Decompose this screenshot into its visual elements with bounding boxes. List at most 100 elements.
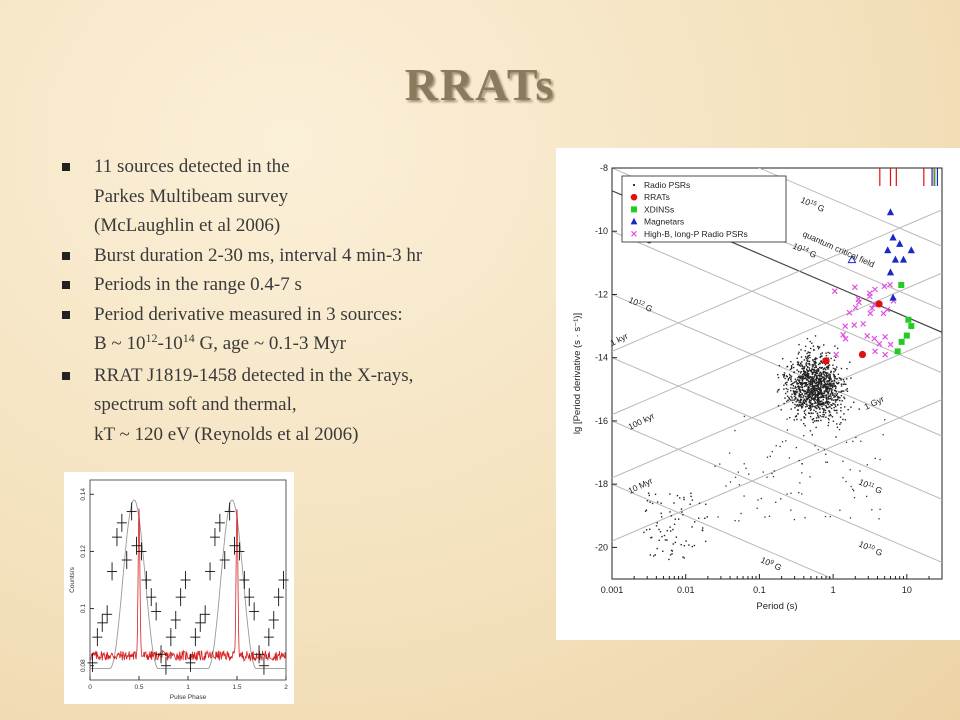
radio-psr-point: [813, 376, 815, 379]
radio-psr-point: [795, 380, 797, 382]
radio-psr-point: [799, 482, 801, 484]
millisecond-psr-point: [691, 545, 693, 548]
high-b-psr-point: [872, 348, 878, 355]
radio-psr-point: [784, 397, 786, 399]
high-b-psr-point: [882, 334, 889, 340]
radio-psr-point: [825, 416, 827, 418]
radio-psr-point: [812, 421, 814, 424]
radio-psr-point: [756, 507, 758, 509]
radio-psr-point: [829, 413, 832, 416]
radio-psr-point: [815, 362, 817, 364]
high-b-psr-point: [881, 283, 888, 290]
bullet-item: Period derivative measured in 3 sources:: [62, 300, 542, 330]
magnetar-point: [907, 246, 915, 254]
radio-psr-point: [826, 376, 828, 378]
radio-psr-point: [828, 382, 831, 384]
millisecond-psr-point: [656, 522, 658, 524]
radio-psr-point: [832, 382, 834, 385]
radio-psr-point: [821, 366, 823, 369]
radio-psr-point: [807, 394, 809, 396]
radio-psr-point: [826, 400, 828, 402]
radio-psr-point: [805, 364, 808, 367]
y-tick-label: -20: [595, 542, 608, 552]
radio-psr-point: [826, 380, 828, 383]
radio-psr-point: [834, 395, 837, 398]
radio-psr-point: [805, 397, 808, 400]
radio-psr-point: [828, 395, 831, 397]
millisecond-psr-point: [681, 511, 683, 513]
radio-psr-point: [809, 381, 812, 384]
radio-psr-point: [786, 381, 788, 383]
radio-psr-point: [790, 395, 792, 398]
radio-psr-point: [814, 394, 817, 397]
radio-psr-point: [866, 464, 868, 466]
radio-psr-point: [820, 419, 822, 422]
radio-psr-point: [817, 363, 820, 366]
radio-psr-point: [808, 367, 811, 369]
radio-psr-point: [796, 409, 799, 411]
radio-psr-point: [803, 389, 805, 392]
radio-psr-point: [816, 402, 819, 404]
millisecond-psr-point: [647, 492, 650, 494]
radio-psr-point: [814, 382, 816, 385]
xdins-point: [898, 338, 905, 345]
radio-psr-point: [807, 357, 809, 360]
radio-psr-point: [806, 371, 808, 373]
radio-psr-point: [829, 380, 831, 382]
radio-psr-point: [798, 404, 800, 407]
radio-psr-point: [826, 388, 828, 391]
millisecond-psr-point: [704, 517, 706, 519]
radio-psr-point: [803, 398, 806, 400]
radio-psr-point: [823, 384, 825, 386]
radio-psr-point: [803, 416, 805, 418]
radio-psr-point: [815, 394, 818, 396]
radio-psr-point: [797, 398, 799, 401]
radio-psr-point: [818, 382, 821, 384]
radio-psr-point: [743, 415, 745, 418]
high-b-psr-point: [831, 288, 838, 295]
radio-psr-point: [808, 393, 811, 396]
radio-psr-point: [801, 406, 804, 408]
radio-psr-point: [818, 377, 821, 379]
radio-psr-point: [850, 377, 852, 379]
radio-psr-point: [811, 387, 813, 390]
radio-psr-point: [820, 374, 822, 376]
radio-psr-point: [839, 509, 841, 511]
radio-psr-point: [802, 396, 804, 399]
radio-psr-point: [786, 395, 789, 397]
radio-psr-point: [826, 461, 829, 463]
radio-psr-point: [819, 401, 822, 403]
radio-psr-point: [803, 369, 805, 372]
radio-psr-point: [819, 366, 821, 369]
radio-psr-point: [793, 392, 795, 394]
radio-psr-point: [830, 385, 832, 387]
radio-psr-point: [834, 377, 836, 380]
magnetar-point: [891, 255, 900, 263]
radio-psr-point: [790, 383, 793, 386]
millisecond-psr-point: [682, 513, 684, 516]
radio-psr-point: [734, 429, 736, 432]
radio-psr-point: [827, 401, 829, 403]
radio-psr-point: [817, 388, 820, 390]
radio-psr-point: [817, 368, 820, 370]
radio-psr-point: [773, 470, 776, 472]
radio-psr-point: [809, 396, 812, 398]
radio-psr-point: [809, 380, 811, 383]
radio-psr-point: [802, 375, 805, 378]
radio-psr-point: [866, 495, 868, 498]
radio-psr-point: [780, 498, 782, 500]
radio-psr-point: [806, 356, 809, 358]
y-tick-label: 0.12: [80, 545, 87, 558]
millisecond-psr-point: [672, 543, 674, 545]
radio-psr-point: [810, 385, 812, 388]
radio-psr-point: [836, 423, 838, 425]
radio-psr-point: [842, 460, 844, 462]
radio-psr-point: [833, 382, 835, 385]
radio-psr-point: [811, 366, 814, 368]
radio-psr-point: [807, 372, 809, 375]
radio-psr-point: [794, 406, 796, 409]
radio-psr-point: [831, 380, 833, 383]
radio-psr-point: [801, 389, 803, 391]
radio-psr-point: [814, 363, 816, 365]
millisecond-psr-point: [652, 555, 655, 557]
